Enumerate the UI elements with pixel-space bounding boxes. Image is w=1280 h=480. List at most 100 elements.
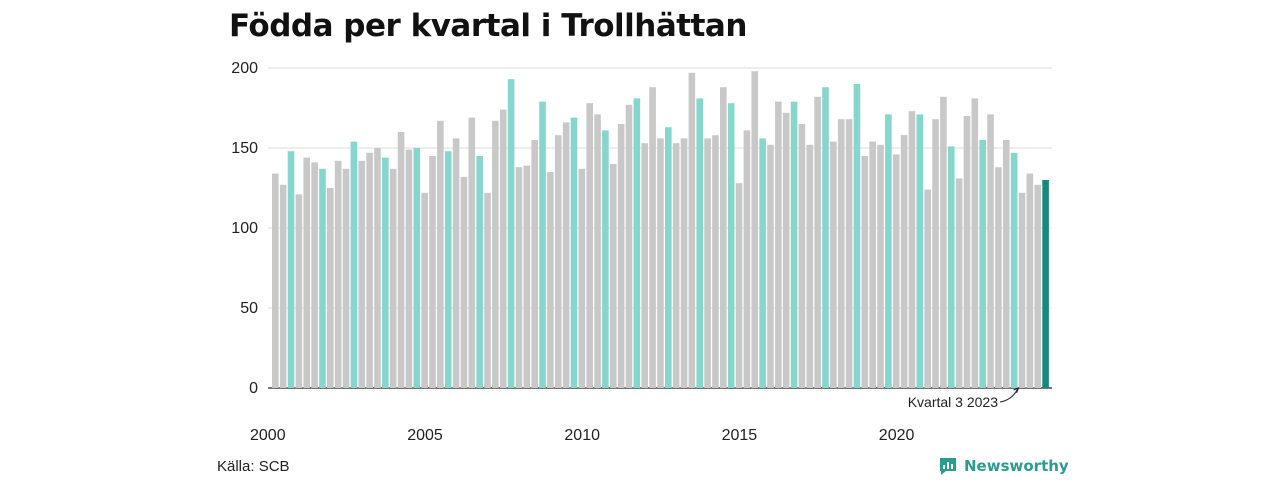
y-tick-labels: 0 50 100 150 200 [231,60,258,397]
bar [822,87,829,388]
newsworthy-logo-icon [940,458,956,475]
bar [1010,152,1018,388]
bar [397,132,405,388]
bar [531,140,538,388]
bar [696,98,704,389]
bar [837,119,845,388]
bar [688,72,696,389]
bar [720,87,727,388]
bar [452,138,460,388]
bar [1034,184,1042,388]
bar [885,114,892,389]
bar [405,149,413,388]
bar [672,143,680,388]
bar [499,109,507,388]
bar [892,154,900,388]
brand-logo[interactable]: Newsworthy [938,456,1069,476]
x-tick-label: 2000 [250,427,286,444]
bar [342,168,350,388]
bar [955,178,963,388]
bar [908,111,916,388]
bar [460,176,468,388]
bar [539,101,546,388]
bar [413,148,421,388]
annotation-arrow [999,388,1019,403]
bar [358,160,366,388]
bar [743,130,751,388]
bar [641,143,649,388]
bars [272,71,1049,389]
y-tick-label: 200 [231,60,258,77]
bar [279,184,287,388]
annotation-arrowhead [1013,387,1020,394]
bar [751,71,759,388]
bar [374,148,381,388]
bar [1002,140,1010,388]
bar [979,140,986,388]
bar [932,119,939,388]
brand-name: Newsworthy [964,457,1069,475]
bar [382,157,389,388]
bar [334,160,342,388]
bar [609,164,617,388]
bar [947,146,955,388]
bar [602,130,609,388]
bar [814,96,821,389]
bar [940,96,947,389]
bar [625,104,633,389]
bar [987,114,994,389]
bar [775,101,782,388]
x-tick-label: 2020 [879,427,915,444]
bar [295,194,303,388]
bar [680,138,688,388]
bar [523,165,531,388]
bar [924,189,931,388]
bar [963,116,971,388]
bar [782,112,790,389]
source-note: Källa: SCB [217,458,290,475]
bar [665,127,672,388]
bar [468,117,476,388]
bar [547,172,554,388]
bar [712,135,719,388]
bar [704,138,711,388]
bar [853,84,861,388]
bar [916,114,924,389]
annotation-label: Kvartal 3 2023 [908,394,998,410]
bar [429,156,436,388]
bar [869,141,876,388]
bar [617,124,625,388]
bar [327,188,334,388]
y-tick-label: 0 [249,380,258,397]
bar [586,103,593,388]
bar [554,135,562,388]
bar [806,144,814,388]
bar [272,173,279,388]
bar [570,117,578,388]
bar [507,79,515,388]
chart-title: Födda per kvartal i Trollhättan [229,8,747,44]
y-tick-label: 150 [231,140,258,157]
bar [594,114,601,389]
bar [657,138,664,388]
bar [727,103,735,388]
x-tick-labels: 2000 2005 2010 2015 2020 [250,427,914,444]
bar [900,135,908,388]
bar [767,144,774,388]
y-tick-label: 50 [240,300,258,317]
bar [484,192,491,388]
bar [861,156,869,388]
bar [790,101,798,388]
bar [578,168,586,388]
bar [444,151,452,388]
y-tick-label: 100 [231,220,258,237]
bar [437,120,444,389]
bar [649,87,656,388]
bar [287,151,295,388]
bar [492,120,499,389]
x-tick-label: 2015 [722,427,758,444]
bar [389,168,397,388]
bar [421,192,428,388]
bar [845,119,853,388]
